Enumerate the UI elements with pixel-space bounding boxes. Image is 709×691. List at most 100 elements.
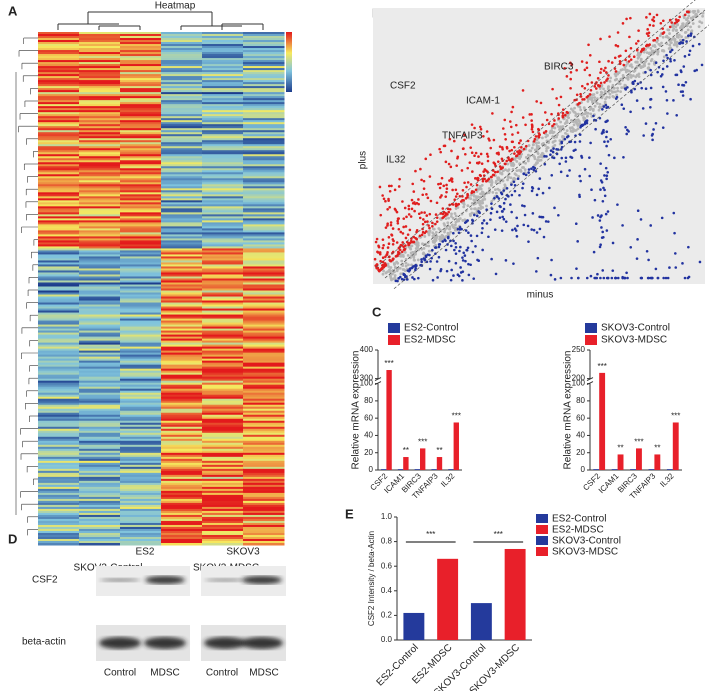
heatmap-cell xyxy=(161,298,203,302)
heatmap-cell xyxy=(202,478,244,482)
heatmap-cell xyxy=(38,172,80,175)
heatmap-cell xyxy=(161,386,203,390)
heatmap-cell xyxy=(243,470,285,474)
y-tick-label: 0 xyxy=(369,465,374,474)
heatmap-cell xyxy=(202,126,244,129)
heatmap-cell xyxy=(243,540,285,544)
point xyxy=(478,125,482,129)
heatmap-cell xyxy=(161,530,203,534)
point xyxy=(495,191,498,195)
heatmap-cell xyxy=(120,128,162,131)
heatmap-cell xyxy=(79,518,121,522)
heatmap-cell xyxy=(38,32,80,35)
heatmap-cell xyxy=(120,70,162,73)
heatmap-cell xyxy=(38,320,80,324)
point xyxy=(619,68,623,72)
point xyxy=(466,166,470,170)
heatmap-cell xyxy=(243,44,285,47)
point xyxy=(378,251,382,254)
heatmap-cell xyxy=(79,448,121,452)
heatmap-cell xyxy=(243,278,285,281)
point xyxy=(603,174,606,177)
point xyxy=(608,89,612,92)
heatmap-cell xyxy=(161,104,203,107)
heatmap-cell xyxy=(79,112,121,115)
point xyxy=(685,40,688,43)
point xyxy=(493,188,497,192)
point xyxy=(639,276,643,280)
point xyxy=(495,194,499,198)
point xyxy=(589,88,593,92)
heatmap-cell xyxy=(120,502,162,506)
heatmap-cell xyxy=(79,438,121,442)
heatmap-cell xyxy=(79,274,121,277)
heatmap-cell xyxy=(38,62,80,65)
point xyxy=(374,264,378,267)
heatmap-cell xyxy=(243,334,285,338)
point xyxy=(495,210,499,214)
point xyxy=(609,76,613,80)
point xyxy=(431,231,435,235)
point xyxy=(629,58,633,61)
point xyxy=(588,53,592,57)
heatmap-cell xyxy=(202,388,244,392)
point xyxy=(420,211,423,214)
y-tick-label: 60 xyxy=(576,413,585,422)
point xyxy=(636,82,640,86)
heatmap-cell xyxy=(202,306,244,310)
point xyxy=(427,224,430,227)
heatmap-cell xyxy=(38,416,80,420)
x-tick-label: IL32 xyxy=(439,471,457,489)
point xyxy=(450,244,453,248)
heatmap-cell xyxy=(161,406,203,410)
heatmap-cell xyxy=(79,378,121,382)
heatmap-cell xyxy=(38,156,80,159)
heatmap-cell xyxy=(243,130,285,133)
heatmap-cell xyxy=(243,350,285,354)
point xyxy=(503,133,507,136)
heatmap-cell xyxy=(120,38,162,41)
point xyxy=(614,70,618,73)
heatmap-cell xyxy=(161,238,203,241)
heatmap-cell xyxy=(38,350,80,354)
point xyxy=(492,138,496,142)
heatmap-cell xyxy=(161,314,203,318)
heatmap-cell xyxy=(120,380,162,384)
point xyxy=(397,185,401,188)
heatmap-cell xyxy=(120,534,162,538)
heatmap-cell xyxy=(79,358,121,362)
heatmap-cell xyxy=(243,472,285,476)
heatmap-cell xyxy=(161,56,203,59)
heatmap-cell xyxy=(79,326,121,330)
point xyxy=(473,199,477,202)
heatmap-cell xyxy=(202,352,244,356)
heatmap-cell xyxy=(120,378,162,382)
point xyxy=(665,65,669,68)
heatmap-cell xyxy=(120,358,162,362)
heatmap-cell xyxy=(120,538,162,542)
heatmap-cell xyxy=(161,134,203,137)
heatmap-cell xyxy=(120,492,162,496)
heatmap-cell xyxy=(161,82,203,85)
heatmap-cell xyxy=(79,372,121,376)
heatmap-cell xyxy=(202,458,244,462)
point xyxy=(427,244,431,248)
point xyxy=(489,175,493,179)
heatmap-cell xyxy=(79,98,121,101)
point xyxy=(568,126,572,130)
heatmap-cell xyxy=(79,514,121,518)
point xyxy=(605,95,609,99)
point xyxy=(651,44,655,48)
point xyxy=(407,269,411,273)
point xyxy=(558,162,561,166)
heatmap-cell xyxy=(120,474,162,478)
point xyxy=(462,147,465,150)
point xyxy=(624,64,628,68)
heatmap-cell xyxy=(161,64,203,67)
heatmap-cell xyxy=(120,36,162,39)
point xyxy=(491,173,495,177)
heatmap-cell xyxy=(161,274,203,277)
point xyxy=(545,118,549,122)
heatmap-cell xyxy=(38,404,80,408)
point xyxy=(526,224,530,228)
